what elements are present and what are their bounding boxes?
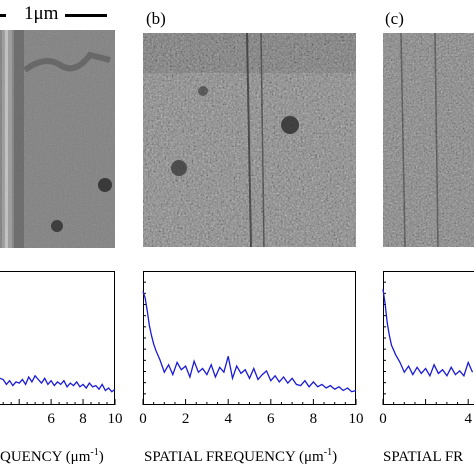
xlabel-b-sup: -1 [323,447,333,458]
scale-bar [65,14,107,17]
tick-label-c: 4 [464,411,472,427]
xlabel-c-text: SPATIAL FR [383,449,464,465]
panel-label-b: (b) [146,9,166,28]
micrograph-a [0,30,115,248]
xlabel-b-text: SPATIAL FREQUENCY (μm [144,449,324,465]
micrograph-b-image [143,33,356,247]
tick-label-a: 10 [107,411,123,427]
xlabel-a-sup: -1 [90,447,99,458]
micrograph-a-image [0,30,115,248]
xlabel-b-suffix: ) [332,449,338,465]
xlabel-b: SPATIAL FREQUENCY (μm-1) [144,447,338,465]
tick-label-b: 10 [348,411,364,427]
plot-c [382,281,474,405]
xlabel-a: QUENCY (μm-1) [0,447,104,465]
micrograph-b [143,33,356,247]
tick-label-b: 8 [309,411,318,427]
plot-a [0,374,116,405]
tick-label-b: 6 [267,411,275,427]
panel-label-c: (c) [385,9,404,28]
tick-labels-b: 0 2 4 6 8 10 [139,411,363,428]
plot-frame-a [0,271,115,405]
xlabel-c: SPATIAL FR [383,450,463,465]
tick-label-b: 0 [139,411,147,427]
tick-label-a: 6 [47,411,55,427]
tick-label-b: 4 [224,411,232,427]
series-line-b [142,291,357,393]
xlabel-a-text: QUENCY (μm [0,449,91,465]
plot-b [142,281,357,405]
tick-labels-a: 6 8 10 [0,411,122,428]
tick-label-a: 8 [79,411,87,427]
series-line-a [0,374,116,393]
micrograph-c [383,33,474,247]
series-line-c [382,289,474,378]
tick-label-b: 2 [181,411,190,427]
scale-bar-label: 1μm [24,3,59,24]
micrograph-c-image [383,33,474,247]
xlabel-a-suffix: ) [98,449,104,465]
tick-label-c: 0 [379,411,387,427]
scale-bar-left-fragment [0,14,6,17]
